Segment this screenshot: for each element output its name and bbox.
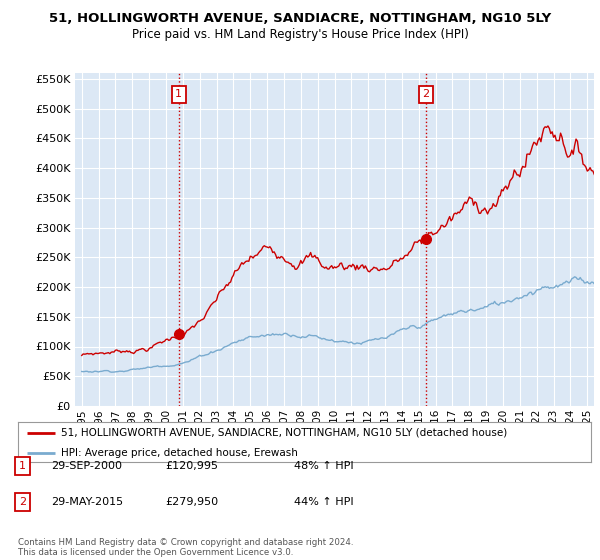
Text: 1: 1 — [19, 461, 26, 471]
Text: 2: 2 — [19, 497, 26, 507]
Text: 51, HOLLINGWORTH AVENUE, SANDIACRE, NOTTINGHAM, NG10 5LY: 51, HOLLINGWORTH AVENUE, SANDIACRE, NOTT… — [49, 12, 551, 25]
Text: 2: 2 — [422, 90, 429, 100]
Text: 48% ↑ HPI: 48% ↑ HPI — [294, 461, 353, 471]
Text: £120,995: £120,995 — [165, 461, 218, 471]
Text: £279,950: £279,950 — [165, 497, 218, 507]
Text: 1: 1 — [175, 90, 182, 100]
Text: Contains HM Land Registry data © Crown copyright and database right 2024.
This d: Contains HM Land Registry data © Crown c… — [18, 538, 353, 557]
Text: 51, HOLLINGWORTH AVENUE, SANDIACRE, NOTTINGHAM, NG10 5LY (detached house): 51, HOLLINGWORTH AVENUE, SANDIACRE, NOTT… — [61, 428, 507, 438]
Text: Price paid vs. HM Land Registry's House Price Index (HPI): Price paid vs. HM Land Registry's House … — [131, 28, 469, 41]
Text: 29-SEP-2000: 29-SEP-2000 — [51, 461, 122, 471]
Text: 29-MAY-2015: 29-MAY-2015 — [51, 497, 123, 507]
Text: HPI: Average price, detached house, Erewash: HPI: Average price, detached house, Erew… — [61, 448, 298, 458]
Text: 44% ↑ HPI: 44% ↑ HPI — [294, 497, 353, 507]
